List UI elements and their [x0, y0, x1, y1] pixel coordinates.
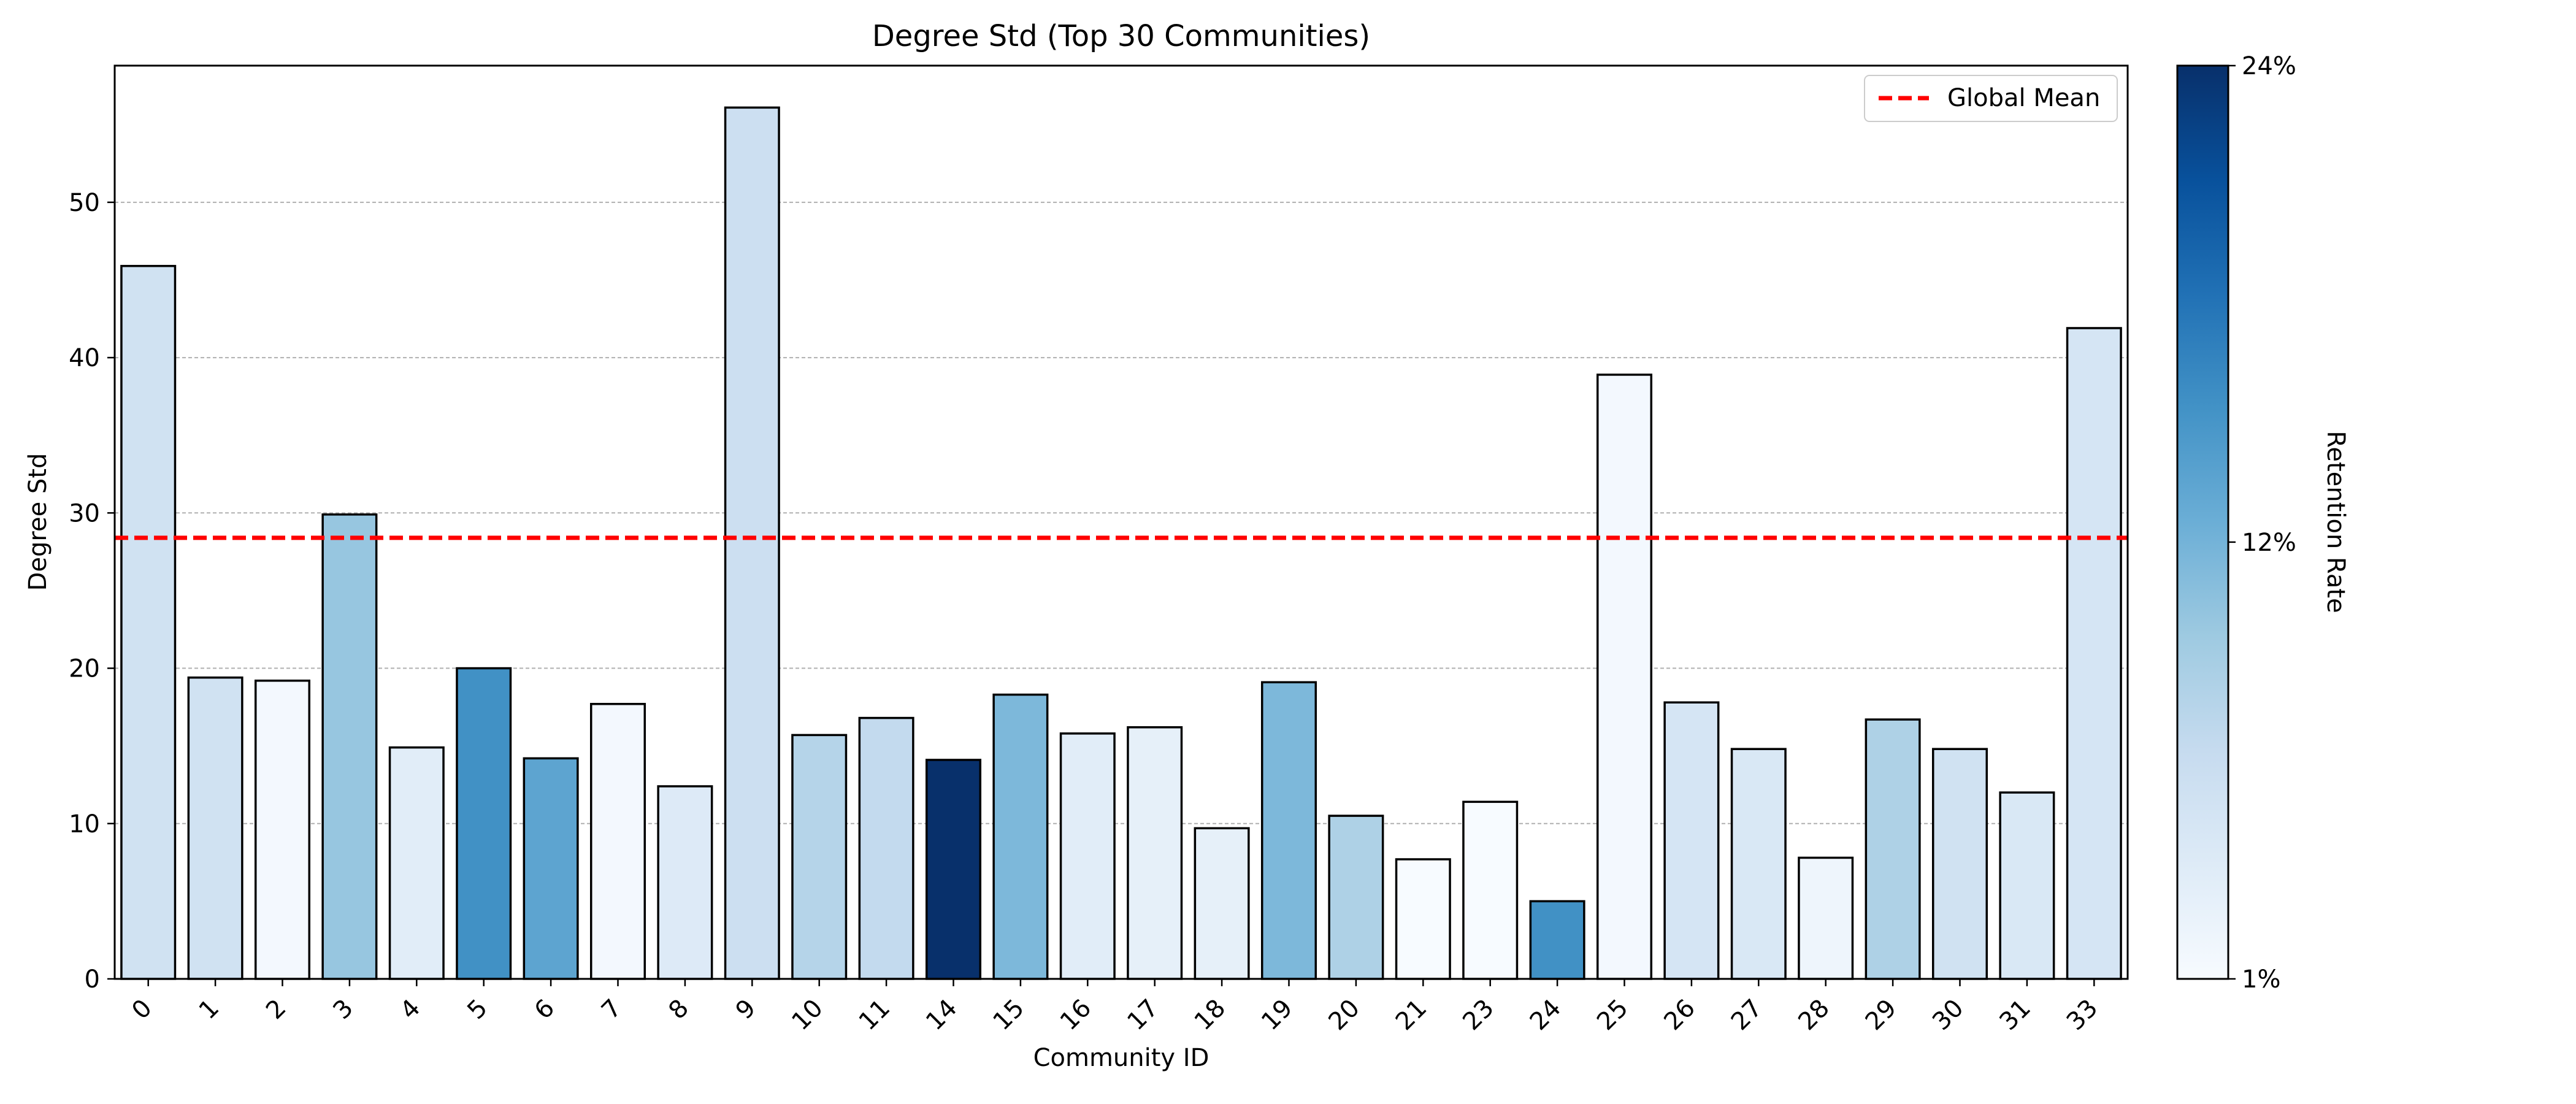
- bar-community-6: [523, 757, 579, 980]
- bar-community-10: [791, 734, 848, 980]
- bar-community-17: [1127, 726, 1183, 980]
- bar-community-29: [1865, 718, 1921, 980]
- colorbar-tick-label: 24%: [2242, 52, 2296, 80]
- bar-community-30: [1931, 748, 1988, 980]
- bar-community-16: [1059, 732, 1116, 980]
- bar-community-4: [388, 746, 445, 980]
- legend-box: [1864, 75, 2118, 122]
- bar-community-23: [1462, 800, 1519, 980]
- bar-community-33: [2066, 327, 2122, 980]
- bar-community-5: [456, 667, 512, 980]
- y-tick-label: 40: [69, 344, 100, 372]
- bars: [120, 106, 2122, 980]
- bar-community-11: [858, 716, 914, 980]
- bar-community-25: [1596, 374, 1653, 980]
- colorbar-gradient: [2176, 64, 2229, 980]
- bar-community-15: [992, 693, 1049, 980]
- bar-community-2: [254, 680, 311, 980]
- y-tick-label: 10: [69, 810, 100, 838]
- colorbar-tick-label: 12%: [2242, 529, 2296, 557]
- colorbar-ticks: 1% 12% 24%: [2228, 52, 2296, 994]
- bar-community-18: [1194, 827, 1250, 980]
- y-tick-label: 50: [69, 189, 100, 217]
- chart-title: Degree Std (Top 30 Communities): [872, 19, 1370, 53]
- bar-community-3: [321, 513, 378, 980]
- colorbar-label: Retention Rate: [2321, 431, 2350, 613]
- y-tick-label: 0: [85, 965, 100, 994]
- colorbar: 1% 12% 24% Retention Rate: [2176, 52, 2350, 994]
- bar-community-20: [1328, 815, 1384, 980]
- bar-community-27: [1730, 748, 1787, 980]
- bar-community-19: [1260, 681, 1317, 980]
- bar-community-31: [1999, 791, 2055, 980]
- y-tick-label: 20: [69, 655, 100, 683]
- legend-entry-global-mean: Global Mean: [1947, 84, 2100, 112]
- y-axis: 0 10 20 30 40 50: [69, 189, 115, 994]
- y-axis-label: Degree Std: [24, 453, 52, 591]
- bar-community-8: [657, 785, 713, 980]
- y-tick-label: 30: [69, 499, 100, 527]
- x-axis-label: Community ID: [1033, 1044, 1209, 1072]
- bar-community-1: [187, 676, 243, 980]
- bar-community-26: [1663, 701, 1720, 980]
- legend: Global Mean: [1864, 75, 2118, 122]
- plot-frame: [113, 64, 2129, 980]
- bar-community-7: [589, 703, 646, 980]
- colorbar-tick-label: 1%: [2242, 965, 2280, 994]
- gridlines: [115, 201, 2128, 824]
- bar-community-9: [724, 106, 780, 980]
- bar-community-24: [1529, 900, 1585, 980]
- bar-community-28: [1798, 856, 1854, 980]
- bar-community-0: [120, 264, 177, 980]
- bar-community-21: [1395, 858, 1451, 980]
- bar-community-14: [925, 759, 982, 980]
